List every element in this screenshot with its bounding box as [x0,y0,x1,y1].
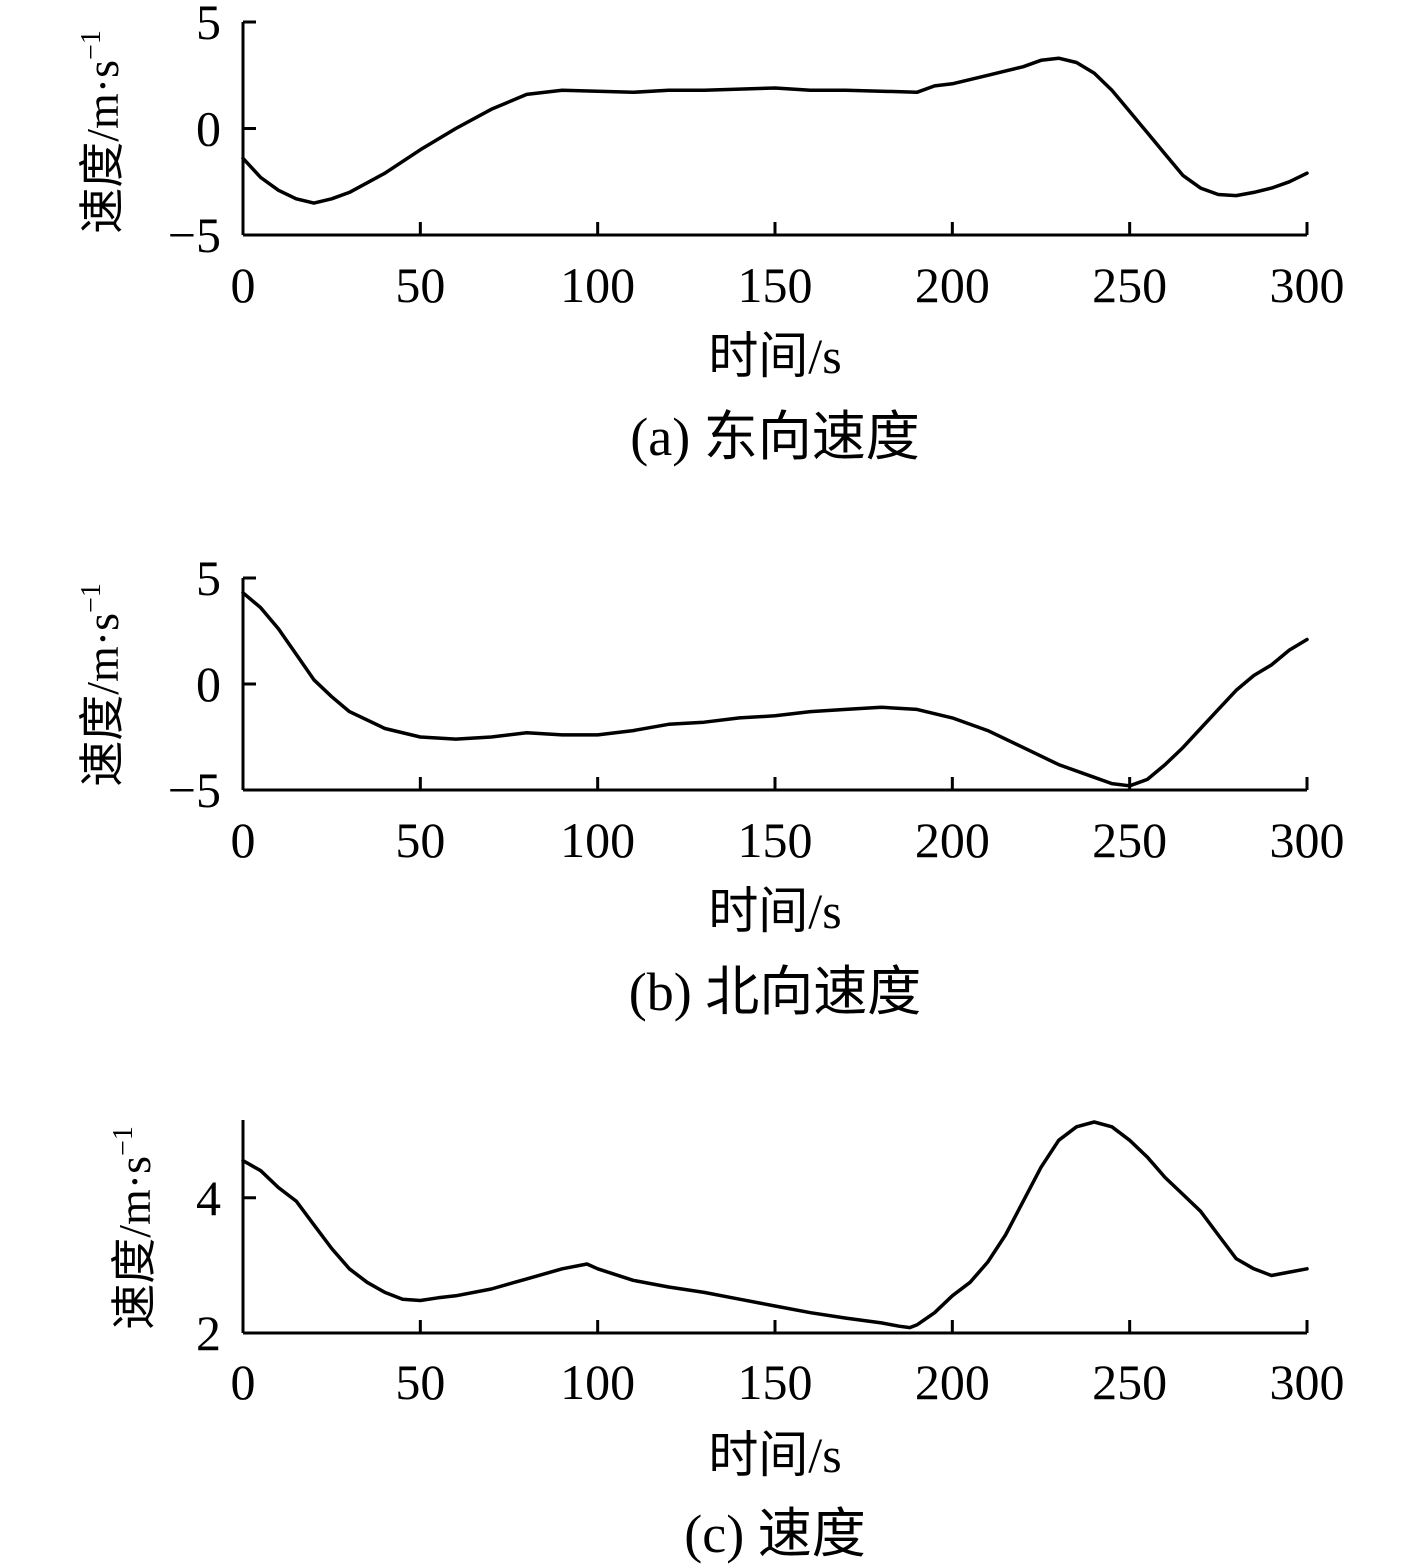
panel-a-x-tick-label: 250 [1092,257,1167,313]
panel-b-x-tick-label: 0 [231,812,256,868]
panel-a-series-line [241,56,1309,205]
panel-b-ylabel-sup: −1 [76,583,107,613]
panel-c-x-tick-label: 0 [231,1354,256,1410]
panel-b-x-tick-label: 50 [395,812,445,868]
panel-a-x-tick-label: 200 [915,257,990,313]
panel-b-x-tick-label: 150 [738,812,813,868]
panel-c-x-tick-label: 100 [560,1354,635,1410]
panel-b-series-line [241,591,1309,788]
panel-a-ylabel-main: 速度/m·s [77,60,128,234]
panel-a-x-tick-label: 0 [231,257,256,313]
panel-c-y-tick-label: 4 [196,1170,221,1226]
panel-b-y-tick-label: 0 [196,656,221,712]
panel-b-x-tick-label: 100 [560,812,635,868]
panel-c-xlabel: 时间/s [708,1427,841,1483]
panel-c-ylabel: 速度/m·s−1 [108,1126,160,1330]
panel-b-ylabel: 速度/m·s−1 [76,583,128,787]
panel-a-x-tick-label: 50 [395,257,445,313]
panel-c-caption: (c) 速度 [684,1504,865,1564]
panel-b-x-tick-label: 200 [915,812,990,868]
panel-b-plot: 0 50 100 150 200 250 300−505 [168,550,1345,868]
panel-c: 0 50 100 150 200 250 300 2 4 速度/m·s−1 时间/s (c) 速… [108,1120,1345,1564]
panel-c-ylabel-sup: −1 [108,1126,139,1156]
panel-c-x-tick-label: 200 [915,1354,990,1410]
panel-c-x-tick-label: 300 [1270,1354,1345,1410]
panel-b-xlabel: 时间/s [708,883,841,939]
panel-c-ylabel-main: 速度/m·s [109,1156,160,1330]
panel-b-ylabel-main: 速度/m·s [77,613,128,787]
panel-a-x-tick-label: 300 [1270,257,1345,313]
panel-b-x-tick-label: 250 [1092,812,1167,868]
panel-a-x-tick-label: 100 [560,257,635,313]
panel-c-x-tick-label: 50 [395,1354,445,1410]
panel-b-y-tick-label: −5 [168,762,221,818]
panel-b: 0 50 100 150 200 250 300−505 速度/m·s−1 时间/s (b)… [76,550,1345,1022]
panel-c-x-tick-label: 250 [1092,1354,1167,1410]
panel-a-caption: (a) 东向速度 [630,407,919,467]
panel-a: 0 50 100 150 200 250 300−505 速度/m·s−1 时间/s (a)… [76,0,1345,467]
panel-a-xlabel: 时间/s [708,328,841,384]
panel-a-ylabel: 速度/m·s−1 [76,30,128,234]
panel-a-y-tick-label: 5 [196,0,221,50]
panel-a-ylabel-sup: −1 [76,30,107,60]
panel-b-y-tick-label: 5 [196,550,221,606]
panel-a-y-tick-label: 0 [196,101,221,157]
panel-b-caption: (b) 北向速度 [629,962,921,1022]
panel-a-plot: 0 50 100 150 200 250 300−505 [168,0,1345,313]
panel-a-x-tick-label: 150 [738,257,813,313]
panel-c-y-tick-label: 2 [196,1305,221,1361]
panel-b-x-tick-label: 300 [1270,812,1345,868]
panel-c-x-tick-label: 150 [738,1354,813,1410]
panel-c-plot: 0 50 100 150 200 250 300 2 4 [196,1120,1345,1410]
panel-a-y-tick-label: −5 [168,207,221,263]
panel-c-series-line [241,1120,1309,1330]
